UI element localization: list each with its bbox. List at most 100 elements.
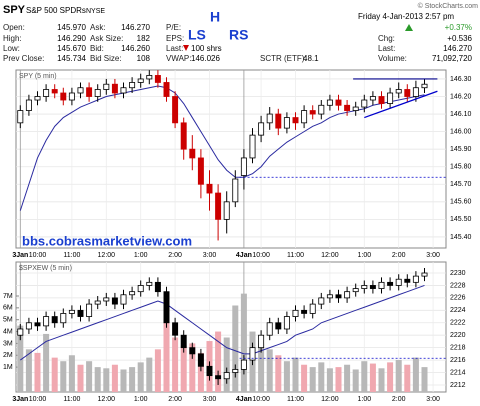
x-tick-label: 2:00 <box>168 252 182 259</box>
candle-body <box>421 272 428 277</box>
candle-body <box>94 300 101 305</box>
field-value: 146.270 <box>443 44 472 53</box>
candle-body <box>223 201 230 220</box>
y-tick-label: 146.00 <box>450 128 472 135</box>
y-tick-label: 145.70 <box>450 181 472 188</box>
volume-bar <box>361 361 368 392</box>
field-value: 100 shrs <box>191 44 222 53</box>
candle-body <box>60 92 67 101</box>
candle-body <box>68 92 75 101</box>
y-tick-label: 2230 <box>450 270 466 277</box>
candle-body <box>197 353 204 367</box>
y2-tick-label: 5M <box>3 317 13 324</box>
candle-body <box>77 309 84 317</box>
y2-tick-label: 6M <box>3 305 13 312</box>
y-tick-label: 2216 <box>450 357 466 364</box>
field-label: SCTR (ETF): <box>260 54 307 63</box>
panel-label: $SPXEW (5 min) <box>19 265 72 272</box>
y-tick-label: 145.50 <box>450 216 472 223</box>
candle-body <box>335 294 342 299</box>
y-tick-label: 2222 <box>450 320 466 327</box>
volume-bar <box>223 337 230 392</box>
volume-bar <box>103 368 110 392</box>
candle-body <box>275 322 282 330</box>
x-tick-label: 12:00 <box>98 396 116 403</box>
security-name: S&P 500 SPDRs <box>26 6 86 15</box>
x-tick-label: 4Jan <box>236 252 252 259</box>
candle-body <box>378 281 385 289</box>
field-value: 48.1 <box>303 54 319 63</box>
y-tick-label: 2228 <box>450 282 466 289</box>
field-value: 145.970 <box>57 23 86 32</box>
candle-body <box>240 157 247 176</box>
candle-body <box>180 334 187 349</box>
field-label: High: <box>3 34 22 43</box>
volume-bar <box>240 293 247 392</box>
candle-body <box>111 297 118 305</box>
y-tick-label: 2214 <box>450 369 466 376</box>
candle-body <box>206 365 213 377</box>
x-tick-label: 12:00 <box>321 252 339 259</box>
date: Friday 4-Jan-2013 2:57 pm <box>358 12 454 21</box>
candle-body <box>103 297 110 302</box>
volume-bar <box>163 319 170 392</box>
x-tick-label: 3Jan <box>12 396 28 403</box>
volume-bar <box>412 357 419 392</box>
volume-bar <box>301 364 308 392</box>
candle-body <box>352 106 359 111</box>
field-label: Prev Close: <box>3 54 44 63</box>
x-tick-label: 4Jan <box>236 396 252 403</box>
candle-body <box>292 309 299 317</box>
candle-body <box>34 322 41 327</box>
volume-bar <box>146 357 153 392</box>
candle-body <box>137 285 144 293</box>
volume-bar <box>51 357 58 392</box>
candle-body <box>301 110 308 124</box>
volume-bar <box>421 367 428 392</box>
volume-bar <box>395 360 402 392</box>
volume-bar <box>43 333 50 392</box>
field-value: 146.290 <box>57 34 86 43</box>
volume-bar <box>275 355 282 392</box>
volume-bar <box>68 355 75 392</box>
volume-bar <box>232 305 239 392</box>
candle-body <box>249 134 256 159</box>
candle-body <box>215 375 222 380</box>
candle-body <box>258 334 265 349</box>
field-value: 145.670 <box>57 44 86 53</box>
y-tick-label: 2224 <box>450 307 466 314</box>
volume-bar <box>258 343 265 392</box>
y-tick-label: 145.90 <box>450 146 472 153</box>
candle-body <box>60 313 67 324</box>
candle-body <box>51 316 58 324</box>
x-tick-label: 1:00 <box>134 396 148 403</box>
candle-body <box>163 291 170 324</box>
candle-body <box>249 347 256 361</box>
volume-bar <box>266 349 273 392</box>
candle-body <box>283 117 290 129</box>
candle-body <box>361 99 368 108</box>
field-value: 71,092,720 <box>432 54 473 63</box>
candle-body <box>387 281 394 286</box>
candle-body <box>240 359 247 370</box>
candle-body <box>43 89 50 97</box>
y-tick-label: 146.30 <box>450 76 472 83</box>
volume-bar <box>34 352 41 392</box>
candle-body <box>275 113 282 129</box>
y2-tick-label: 4M <box>3 328 13 335</box>
volume-bar <box>120 369 127 392</box>
x-tick-label: 3:00 <box>426 252 440 259</box>
candle-body <box>172 96 179 124</box>
candle-body <box>361 285 368 289</box>
x-tick-label: 2:00 <box>392 396 406 403</box>
candle-body <box>309 110 316 115</box>
up-arrow <box>405 24 413 31</box>
candle-body <box>301 309 308 314</box>
field-value: 182 <box>137 34 151 43</box>
volume-bar <box>378 368 385 392</box>
volume-bar <box>129 367 136 392</box>
candle-body <box>352 288 359 293</box>
candle-body <box>197 157 204 185</box>
candle-body <box>266 322 273 336</box>
x-tick-label: 3:00 <box>203 252 217 259</box>
